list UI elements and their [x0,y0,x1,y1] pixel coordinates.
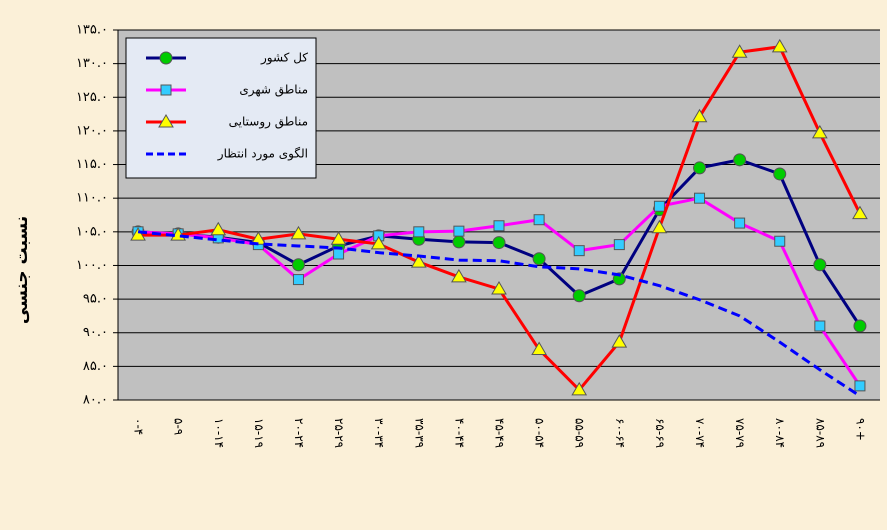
marker [160,84,172,96]
series-line [137,230,861,398]
marker [651,219,668,234]
marker [453,225,465,237]
y-tick-label: ۱۱۵.۰ [76,157,108,172]
marker [531,341,547,356]
marker [158,114,174,128]
marker [452,235,466,249]
x-tick-label: ۸۵-۸۹ [813,418,827,448]
marker [853,319,867,333]
marker [731,44,748,58]
marker [653,200,665,212]
marker [410,254,427,268]
x-tick-label: ۷۰-۷۴ [693,418,707,448]
x-tick-label: ۱۰-۱۴ [212,418,226,448]
marker [532,252,546,266]
marker [811,124,828,139]
marker [571,381,588,396]
marker [771,38,788,53]
x-tick-label: ۲۰-۲۴ [292,418,306,448]
x-tick-label: ۹۰+ [853,418,867,441]
x-tick-label: ۳۰-۳۴ [372,418,386,448]
marker [413,226,425,238]
marker [573,245,585,257]
marker [492,236,506,250]
marker [733,153,747,167]
x-tick-label: ۲۵-۲۹ [332,418,346,448]
legend-label: مناطق روستایی [229,115,308,130]
marker [291,258,305,272]
y-tick-label: ۹۵.۰ [83,292,108,307]
y-tick-label: ۸۵.۰ [83,359,108,374]
marker [814,320,826,332]
marker [333,248,345,260]
marker [130,227,146,241]
legend-label: مناطق شهری [239,83,308,98]
marker [572,289,586,303]
marker [734,217,746,229]
y-tick-label: ۸۰.۰ [83,393,108,408]
x-tick-label: ۵-۹ [172,418,186,435]
x-tick-label: ۶۵-۶۹ [653,418,667,448]
marker [854,380,866,392]
marker [611,334,628,348]
marker [451,268,467,283]
y-tick-label: ۱۰۰.۰ [76,258,108,273]
y-tick-label: ۱۱۰.۰ [76,191,108,206]
marker [330,231,347,245]
y-axis-label: نسبت جنسی [12,216,32,324]
x-tick-label: ۵۵-۵۹ [573,418,587,448]
marker [493,220,505,232]
x-tick-label: ۶۰-۶۴ [613,418,627,448]
marker [852,205,868,220]
legend-label: الگوی مورد انتظار [217,147,308,162]
marker [613,239,625,251]
marker [533,214,545,226]
x-tick-label: ۷۵-۷۹ [733,418,747,448]
legend-label: کل کشور [260,51,308,66]
x-tick-label: ۴۵-۴۹ [493,418,507,448]
y-tick-label: ۱۳۵.۰ [76,23,108,38]
y-tick-label: ۱۲۵.۰ [76,90,108,105]
x-tick-label: ۸۰-۸۴ [773,418,787,448]
marker [491,281,507,295]
marker [210,221,227,236]
y-tick-label: ۱۰۵.۰ [76,224,108,239]
marker [159,51,173,65]
marker [813,258,827,272]
marker [292,274,304,286]
marker [773,167,787,181]
x-tick-label: ۰-۴ [132,418,146,435]
x-tick-label: ۳۵-۳۹ [412,418,426,448]
y-tick-label: ۱۲۰.۰ [76,123,108,138]
marker [691,108,708,123]
marker [290,225,307,240]
marker [693,161,707,175]
x-tick-label: ۵۰-۵۴ [533,418,547,448]
marker [370,235,387,250]
y-tick-label: ۹۰.۰ [83,325,108,340]
x-tick-label: ۱۵-۱۹ [252,418,266,448]
marker [774,235,786,247]
x-tick-label: ۴۰-۴۴ [452,418,466,448]
y-tick-label: ۱۳۰.۰ [76,56,108,71]
marker [694,192,706,204]
